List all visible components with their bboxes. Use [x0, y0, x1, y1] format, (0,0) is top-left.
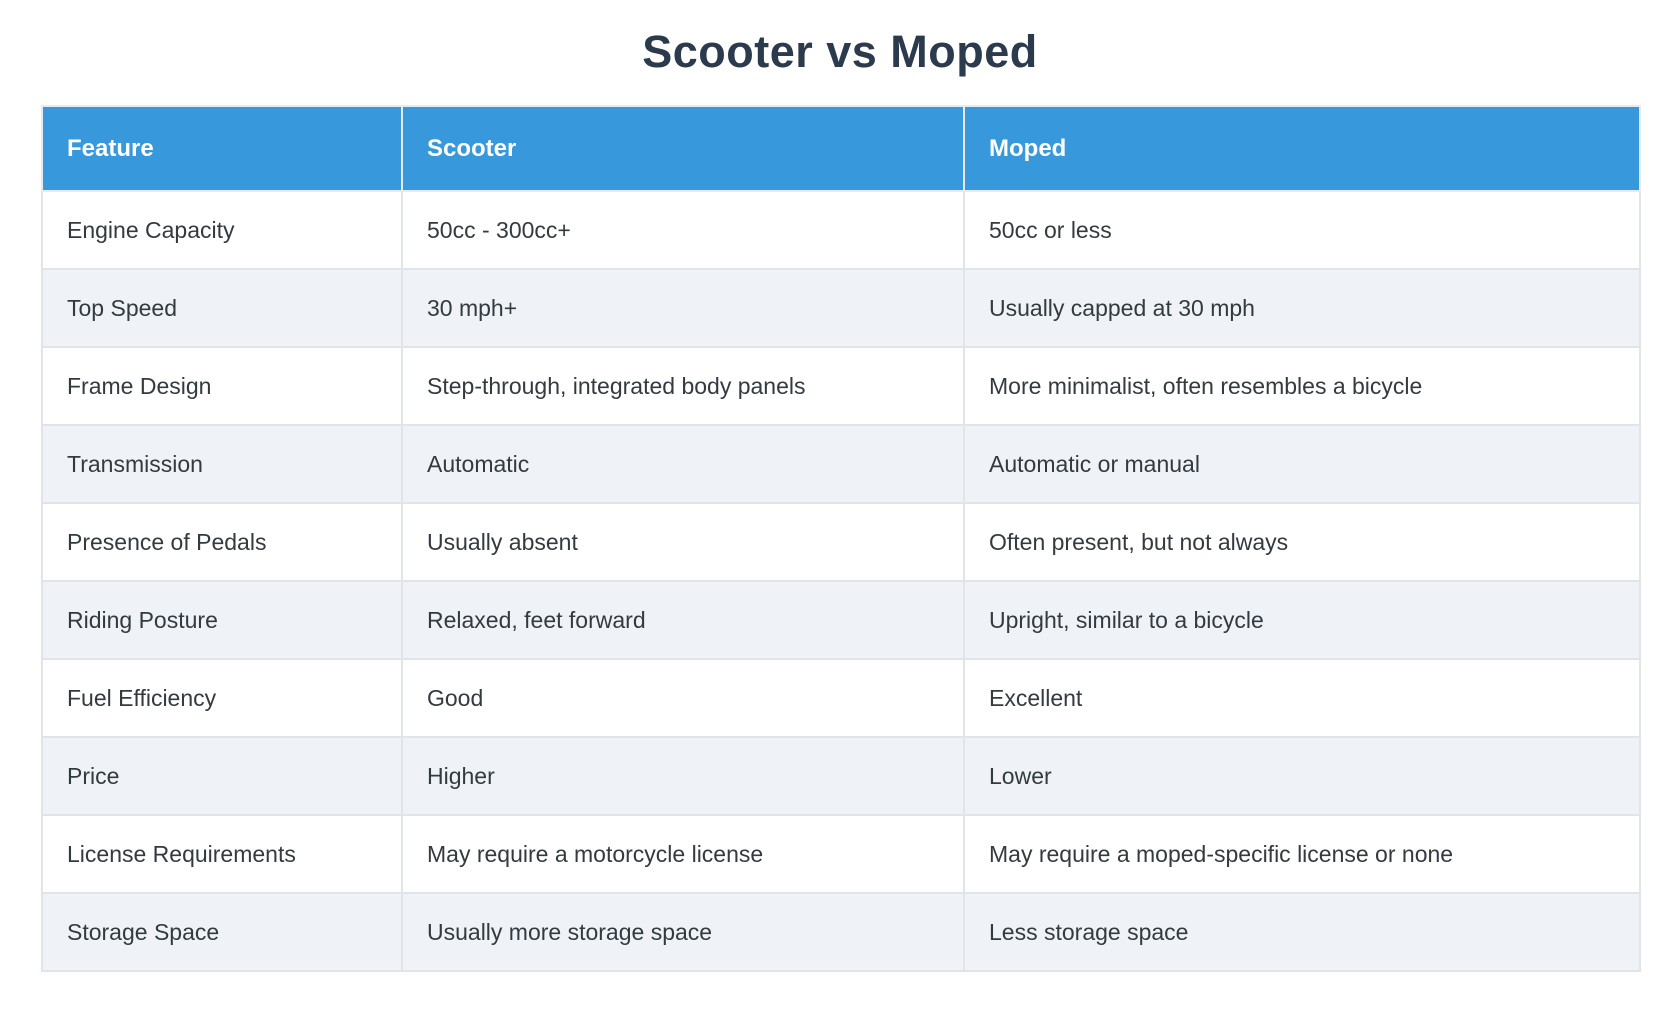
- feature-cell: Riding Posture: [41, 580, 403, 660]
- column-header-scooter: Scooter: [401, 105, 965, 192]
- scooter-cell: Usually absent: [401, 502, 965, 582]
- feature-cell: Transmission: [41, 424, 403, 504]
- table-row: Riding Posture Relaxed, feet forward Upr…: [41, 580, 1641, 660]
- moped-cell: Often present, but not always: [963, 502, 1641, 582]
- moped-cell: Usually capped at 30 mph: [963, 268, 1641, 348]
- feature-cell: Engine Capacity: [41, 190, 403, 270]
- moped-cell: 50cc or less: [963, 190, 1641, 270]
- feature-cell: Frame Design: [41, 346, 403, 426]
- table-body: Engine Capacity 50cc - 300cc+ 50cc or le…: [41, 190, 1641, 972]
- feature-cell: Top Speed: [41, 268, 403, 348]
- scooter-cell: 30 mph+: [401, 268, 965, 348]
- moped-cell: More minimalist, often resembles a bicyc…: [963, 346, 1641, 426]
- table-row: Presence of Pedals Usually absent Often …: [41, 502, 1641, 582]
- header-row: Feature Scooter Moped: [41, 105, 1641, 192]
- column-header-feature: Feature: [41, 105, 403, 192]
- table-row: Frame Design Step-through, integrated bo…: [41, 346, 1641, 426]
- page-title: Scooter vs Moped: [642, 26, 1038, 77]
- scooter-cell: Usually more storage space: [401, 892, 965, 972]
- table-row: Engine Capacity 50cc - 300cc+ 50cc or le…: [41, 190, 1641, 270]
- table-row: Top Speed 30 mph+ Usually capped at 30 m…: [41, 268, 1641, 348]
- scooter-cell: May require a motorcycle license: [401, 814, 965, 894]
- table-row: Storage Space Usually more storage space…: [41, 892, 1641, 972]
- scooter-cell: Step-through, integrated body panels: [401, 346, 965, 426]
- feature-cell: Fuel Efficiency: [41, 658, 403, 738]
- comparison-table: Feature Scooter Moped Engine Capacity 50…: [41, 105, 1641, 972]
- moped-cell: Upright, similar to a bicycle: [963, 580, 1641, 660]
- feature-cell: Storage Space: [41, 892, 403, 972]
- moped-cell: Lower: [963, 736, 1641, 816]
- feature-cell: Price: [41, 736, 403, 816]
- moped-cell: Automatic or manual: [963, 424, 1641, 504]
- feature-cell: Presence of Pedals: [41, 502, 403, 582]
- table-header: Feature Scooter Moped: [41, 105, 1641, 192]
- moped-cell: Excellent: [963, 658, 1641, 738]
- column-header-moped: Moped: [963, 105, 1641, 192]
- table-row: Transmission Automatic Automatic or manu…: [41, 424, 1641, 504]
- moped-cell: May require a moped-specific license or …: [963, 814, 1641, 894]
- table-row: License Requirements May require a motor…: [41, 814, 1641, 894]
- scooter-cell: Relaxed, feet forward: [401, 580, 965, 660]
- table-row: Price Higher Lower: [41, 736, 1641, 816]
- scooter-cell: Good: [401, 658, 965, 738]
- moped-cell: Less storage space: [963, 892, 1641, 972]
- scooter-cell: Higher: [401, 736, 965, 816]
- scooter-cell: 50cc - 300cc+: [401, 190, 965, 270]
- feature-cell: License Requirements: [41, 814, 403, 894]
- table-row: Fuel Efficiency Good Excellent: [41, 658, 1641, 738]
- scooter-cell: Automatic: [401, 424, 965, 504]
